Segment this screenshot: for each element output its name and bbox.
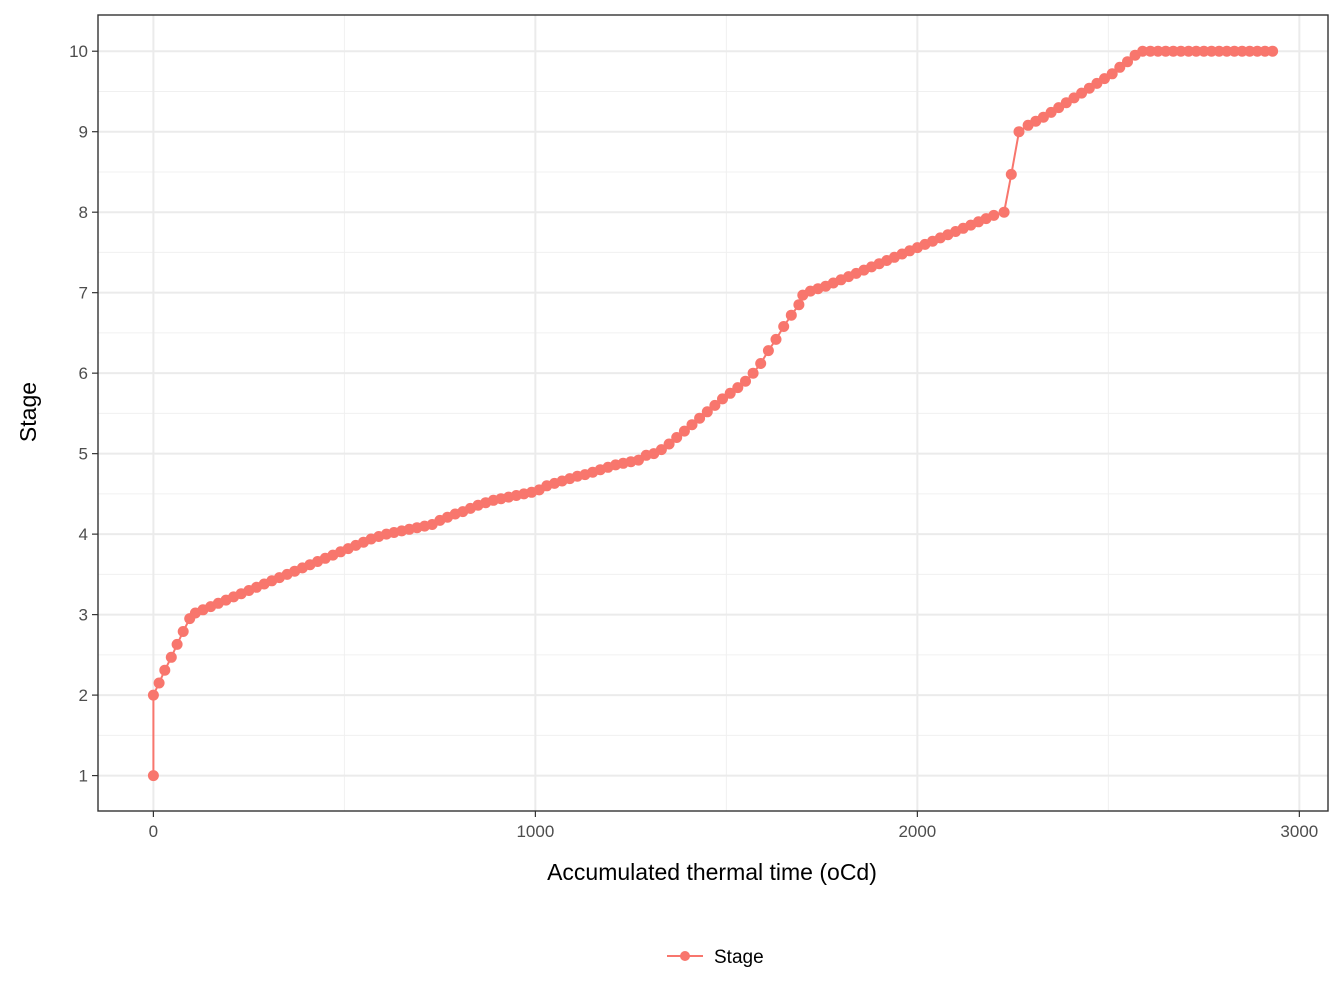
data-point	[701, 406, 713, 418]
data-point	[153, 677, 165, 689]
data-point	[1175, 45, 1187, 57]
data-point	[1114, 61, 1126, 73]
panel-border	[97, 14, 1329, 812]
data-point	[147, 770, 159, 782]
grid-lines	[98, 15, 1328, 811]
data-point	[740, 375, 751, 387]
data-point	[1122, 56, 1133, 68]
y-tick-label: 2	[79, 686, 88, 705]
data-point	[1152, 45, 1164, 57]
data-point	[717, 393, 728, 405]
data-point	[1267, 45, 1279, 57]
series-layer	[147, 45, 1279, 782]
data-point	[732, 382, 744, 394]
y-tick-label: 9	[79, 123, 88, 142]
legend-key-marker	[680, 951, 690, 961]
data-point	[663, 438, 675, 450]
data-point	[724, 387, 736, 399]
data-point	[1228, 45, 1240, 57]
data-point	[694, 412, 706, 424]
axis-ticks: 0 1000 2000 3000 1 2 3 4 5 6 7 8 9 10	[69, 42, 1318, 841]
data-point	[686, 419, 698, 431]
data-point	[755, 358, 767, 369]
data-point	[1144, 45, 1156, 57]
legend: Stage	[667, 947, 764, 968]
data-point	[1236, 45, 1248, 57]
y-tick-label: 3	[79, 606, 88, 625]
data-point	[1244, 45, 1256, 57]
y-tick-label: 1	[79, 767, 88, 786]
data-point	[147, 689, 159, 701]
data-point	[1005, 168, 1017, 180]
data-point	[177, 626, 189, 637]
data-point	[1167, 45, 1179, 57]
data-point	[165, 651, 177, 663]
data-point	[678, 425, 690, 437]
data-point	[770, 333, 782, 345]
y-tick-label: 6	[79, 364, 88, 383]
y-tick-label: 10	[69, 42, 88, 61]
data-point	[1013, 126, 1025, 138]
x-tick-label: 0	[149, 822, 158, 841]
data-point	[709, 399, 721, 411]
data-point	[671, 432, 683, 443]
data-point	[1251, 45, 1263, 57]
x-tick-label: 3000	[1280, 822, 1318, 841]
legend-label-stage: Stage	[714, 947, 764, 968]
x-tick-label: 2000	[898, 822, 936, 841]
data-point	[998, 206, 1010, 218]
data-point	[1137, 45, 1149, 57]
data-point	[1183, 45, 1195, 57]
data-point	[747, 367, 759, 379]
data-point	[1259, 45, 1271, 57]
y-axis-title: Stage	[15, 382, 41, 442]
data-point	[1206, 45, 1217, 57]
data-point	[1106, 68, 1118, 80]
x-axis-title: Accumulated thermal time (oCd)	[547, 859, 877, 885]
y-tick-label: 5	[79, 445, 88, 464]
data-point	[785, 309, 797, 321]
data-point	[159, 664, 171, 676]
data-point	[1213, 45, 1225, 57]
x-tick-label: 1000	[516, 822, 554, 841]
data-point	[655, 444, 667, 456]
data-point	[793, 299, 805, 311]
y-tick-label: 4	[79, 525, 88, 544]
data-point	[1190, 45, 1202, 57]
data-point	[171, 638, 183, 650]
data-point	[1221, 45, 1233, 57]
data-point	[988, 209, 1000, 221]
data-point	[762, 345, 774, 357]
data-point	[778, 321, 790, 332]
data-point	[1198, 45, 1210, 57]
y-tick-label: 8	[79, 203, 88, 222]
y-tick-label: 7	[79, 284, 88, 303]
data-point	[1160, 45, 1172, 57]
